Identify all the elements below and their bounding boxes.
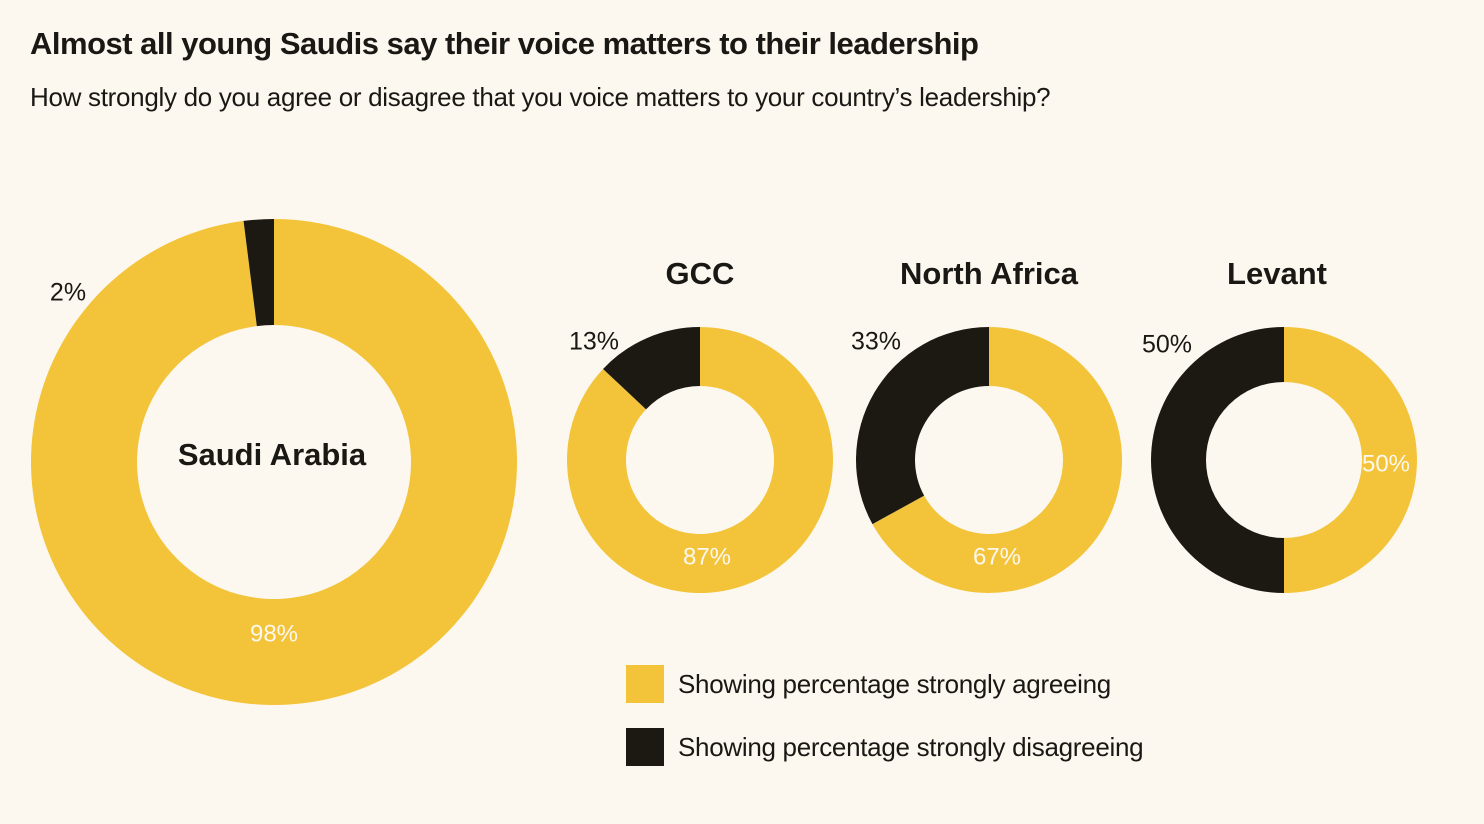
region-label-north-africa: North Africa <box>900 256 1079 291</box>
slice-disagree-levant <box>1150 327 1284 593</box>
chart-title: Almost all young Saudis say their voice … <box>30 26 979 61</box>
data-label-disagree-levant: 50% <box>1142 331 1192 359</box>
region-label-gcc: GCC <box>666 256 735 291</box>
data-label-disagree-gcc: 13% <box>569 328 619 356</box>
data-label-disagree-saudi-arabia: 2% <box>50 279 86 307</box>
donut-levant: Levant 50% 50% <box>1142 256 1417 593</box>
data-label-agree-saudi-arabia: 98% <box>250 620 298 647</box>
legend-label-agree: Showing percentage strongly agreeing <box>678 668 1111 699</box>
slice-disagree-saudi-arabia <box>243 219 274 327</box>
region-label-levant: Levant <box>1227 256 1327 291</box>
data-label-disagree-north-africa: 33% <box>851 328 901 356</box>
slice-agree-saudi-arabia <box>30 219 517 706</box>
slice-agree-gcc <box>567 327 833 593</box>
legend-label-disagree: Showing percentage strongly disagreeing <box>678 731 1144 762</box>
data-label-agree-north-africa: 67% <box>973 543 1021 570</box>
data-label-agree-gcc: 87% <box>683 543 731 570</box>
donut-saudi-arabia: Saudi Arabia 98% 2% <box>30 219 517 706</box>
slice-disagree-gcc <box>603 327 700 410</box>
slice-agree-levant <box>1284 327 1417 593</box>
chart-subtitle: How strongly do you agree or disagree th… <box>30 82 1051 112</box>
slice-disagree-north-africa <box>856 327 989 525</box>
slice-agree-north-africa <box>872 327 1122 593</box>
legend-item-disagree: Showing percentage strongly disagreeing <box>626 728 1144 766</box>
donut-gcc: GCC 87% 13% <box>567 256 833 593</box>
region-label-saudi-arabia: Saudi Arabia <box>178 437 367 472</box>
data-label-agree-levant: 50% <box>1362 450 1410 477</box>
legend: Showing percentage strongly agreeing Sho… <box>626 665 1144 791</box>
donut-north-africa: North Africa 67% 33% <box>851 256 1122 593</box>
legend-swatch-agree <box>626 665 664 703</box>
legend-item-agree: Showing percentage strongly agreeing <box>626 665 1143 703</box>
legend-swatch-disagree <box>626 728 664 766</box>
